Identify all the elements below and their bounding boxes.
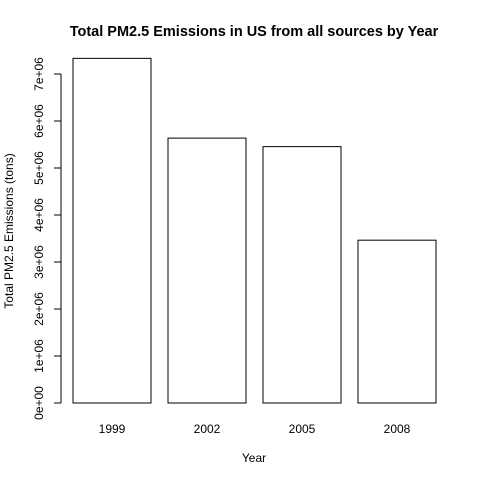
- bar-2005: [262, 146, 342, 404]
- y-tick-label: 1e+06: [32, 339, 46, 373]
- bar-1999: [72, 57, 152, 404]
- y-tick-label: 5e+06: [32, 151, 46, 185]
- x-tick-label-2008: 2008: [384, 422, 411, 436]
- y-tick-label: 7e+06: [32, 57, 46, 91]
- chart-title: Total PM2.5 Emissions in US from all sou…: [70, 24, 439, 40]
- bar-2008: [357, 239, 437, 404]
- y-tick-label: 6e+06: [32, 104, 46, 138]
- y-tick-label: 2e+06: [32, 292, 46, 326]
- y-axis: 0e+00 1e+06 2e+06 3e+06 4e+06 5e+06 6e+06 7e+06: [32, 57, 62, 420]
- bars-group: [72, 57, 437, 404]
- x-tick-label-1999: 1999: [99, 422, 126, 436]
- x-tick-labels: 1999 2002 2005 2008: [99, 422, 411, 436]
- y-tick-label: 3e+06: [32, 245, 46, 279]
- x-tick-label-2005: 2005: [289, 422, 316, 436]
- x-axis-label: Year: [242, 451, 266, 465]
- y-tick-label: 0e+00: [32, 386, 46, 420]
- y-axis-label: Total PM2.5 Emissions (tons): [2, 153, 16, 308]
- y-tick-label: 4e+06: [32, 198, 46, 232]
- x-tick-label-2002: 2002: [194, 422, 221, 436]
- bar-2002: [167, 137, 247, 404]
